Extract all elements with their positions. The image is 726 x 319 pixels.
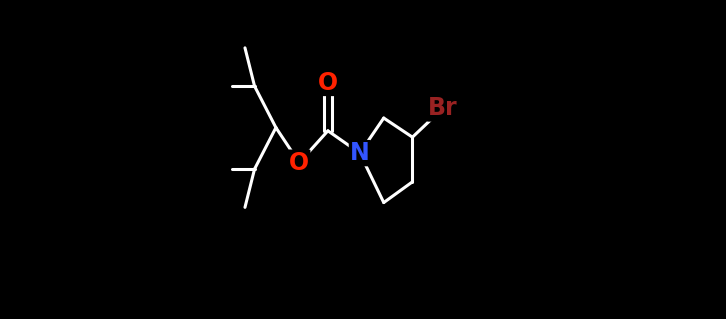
Text: N: N <box>350 141 370 165</box>
Text: Br: Br <box>428 96 457 121</box>
Text: O: O <box>289 151 309 175</box>
Text: O: O <box>318 71 338 95</box>
